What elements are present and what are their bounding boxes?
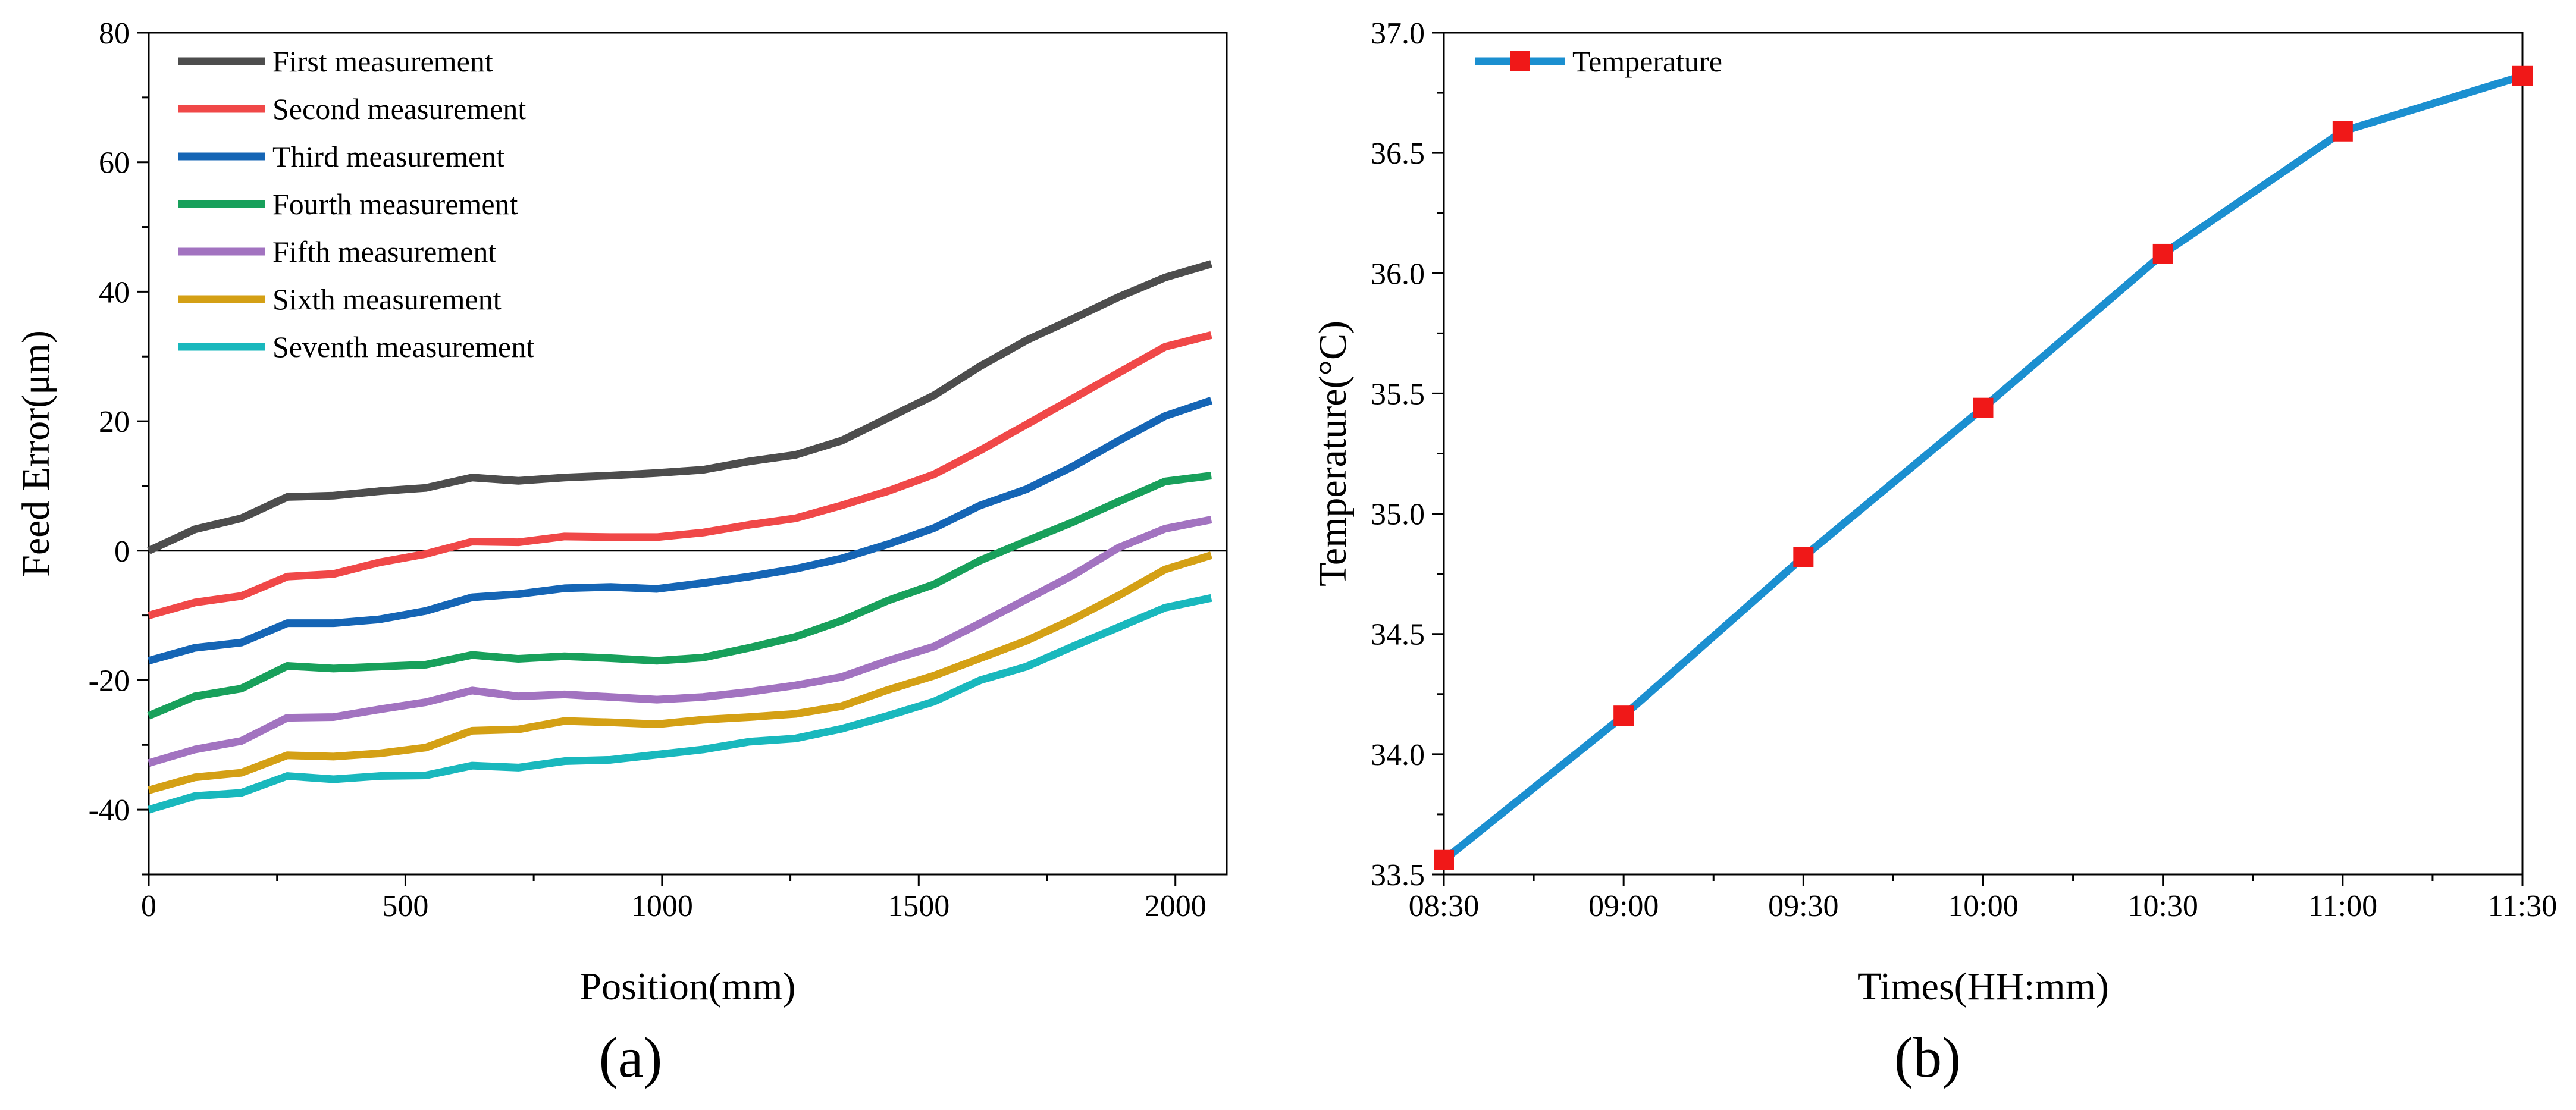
panel-b-temperature-marker [1793,547,1814,567]
panel-a-y-tick-label: 0 [114,535,130,569]
panel-a-series-line-6 [148,551,1213,794]
panel-a-legend-label-1: First measurement [272,45,493,78]
panel-b-temperature-marker [1434,849,1454,870]
panel-b-y-tick-label: 36.5 [1371,137,1425,171]
panel-b-x-axis-title: Times(HH:mm) [1857,965,2109,1008]
panel-a-legend-label-2: Second measurement [272,92,526,126]
panel-b-y-tick-label: 35.5 [1371,377,1425,411]
panel-a-y-tick-label: 60 [99,146,130,180]
panel-b-temperature-marker [1613,705,1634,726]
panel-b-y-tick-label: 35.0 [1371,498,1425,532]
panel-b-y-tick-label: 33.5 [1371,858,1425,892]
panel-a-series-line-2 [148,331,1212,619]
panel-a-series-line-5 [148,516,1212,767]
panel-b-chart: 08:30 09:00 09:30 10:00 10:30 11:00 11:30 37.0 3… [1311,17,2557,1089]
panel-b-legend-label: Temperature [1572,45,1722,78]
panel-b-temperature-line [1441,72,2524,863]
panel-b-label: (b) [1894,1026,1961,1089]
panel-a-x-tick-label: 0 [141,889,156,923]
panel-a-legend-label-4: Fourth measurement [272,187,518,221]
panel-b-x-tick-label: 09:00 [1588,889,1659,923]
panel-b-x-tick-label: 11:00 [2308,889,2378,923]
panel-b-x-tick-label: 11:30 [2488,889,2558,923]
panel-a-legend-label-3: Third measurement [272,140,504,173]
panel-b-y-tick-label: 34.5 [1371,618,1425,652]
panel-a-chart: 0 500 1000 1500 2000 80 60 40 20 0 -20 -40 Position(… [14,17,1228,1089]
panel-a-y-tick-label: -20 [89,664,130,698]
panel-a-x-tick-label: 1000 [631,889,693,923]
panel-a-legend-label-7: Seventh measurement [272,330,534,363]
panel-a-x-tick-label: 2000 [1145,889,1206,923]
panel-b-y-axis-title: Temperature(°C) [1311,321,1355,587]
panel-a-series-line-1 [147,260,1212,554]
panel-a-plot-frame [148,32,1228,876]
panel-a-y-axis-title: Feed Error(μm) [14,330,58,577]
panel-a-legend-label-6: Sixth measurement [272,283,502,316]
panel-a-y-tick-label: 40 [99,275,130,309]
panel-a-y-tick-label: 20 [99,405,130,439]
panel-b-temperature-marker [1973,397,1994,418]
panel-b-plot-frame [1443,32,2524,876]
panel-b-x-tick-label: 10:00 [1948,889,2018,923]
panel-b-y-tick-label: 37.0 [1371,17,1425,51]
panel-a-y-tick-label: 80 [99,17,130,51]
panel-a-x-tick-label: 1500 [888,889,949,923]
panel-b-temperature-marker [2512,65,2533,86]
panel-b-x-tick-label: 09:30 [1768,889,1838,923]
panel-a-x-axis-title: Position(mm) [579,965,795,1008]
panel-a-legend-label-5: Fifth measurement [272,235,496,268]
panel-a-y-tick-label: -40 [89,794,130,827]
panel-b-x-tick-label: 08:30 [1409,889,1479,923]
panel-b-temperature-marker [2152,243,2173,264]
panel-b-x-tick-label: 10:30 [2127,889,2198,923]
panel-a-series-line-7 [148,594,1212,814]
panel-b-y-tick-label: 34.0 [1371,738,1425,772]
panel-a-series-line-3 [148,397,1213,665]
panel-b-legend-marker [1510,51,1530,71]
panel-b-y-tick-label: 36.0 [1371,257,1425,291]
panel-a-series-line-4 [147,472,1212,720]
panel-a-x-tick-label: 500 [382,889,428,923]
panel-b-temperature-marker [2332,121,2353,142]
panel-a-label: (a) [599,1026,663,1089]
